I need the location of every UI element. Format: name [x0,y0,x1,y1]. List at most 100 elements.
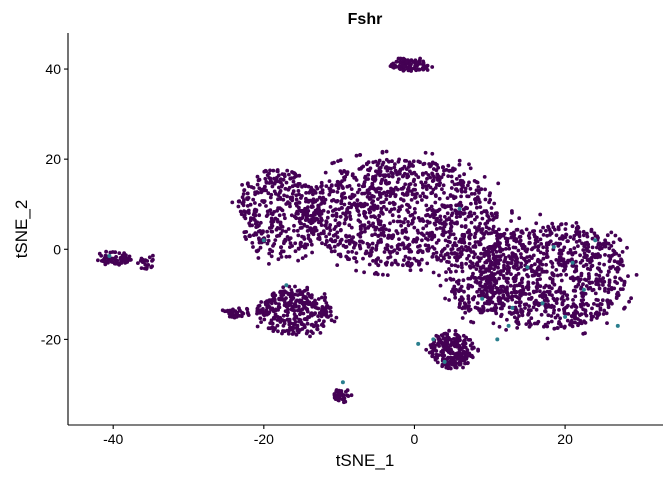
cell-point [422,194,427,199]
cell-point [463,341,468,346]
cell-point [358,153,362,157]
cell-point [348,217,353,222]
cell-point [473,280,478,284]
cell-point [268,168,272,173]
cell-point [374,246,379,251]
cell-point [413,210,417,215]
cell-point [298,328,302,332]
cell-point [535,286,539,291]
cell-point [331,209,335,213]
cell-point [545,336,550,341]
cell-point [463,304,468,309]
cell-point [316,314,320,318]
cell-point [531,281,536,285]
cell-point [257,203,262,207]
cell-point [529,247,534,252]
cell-point [317,318,322,323]
cell-point [453,365,458,370]
cell-point [396,177,401,182]
cell-point [316,306,321,311]
cell-point [446,346,451,350]
cell-point [466,286,471,291]
cell-point [522,291,527,296]
cell-point [368,251,373,256]
cell-point [309,242,314,247]
cell-point [287,172,291,177]
cell-point [448,240,452,245]
cell-point [298,300,302,305]
cell-point [407,249,412,254]
cell-point [281,313,286,318]
cell-point [423,180,428,185]
cell-point [538,289,542,294]
cell-point [517,239,522,244]
cell-point [329,318,334,323]
cell-point [313,199,318,204]
cell-point [448,355,453,360]
cell-point [609,244,614,248]
cell-point [454,211,459,216]
cell-point [514,256,518,260]
cell-point [634,273,639,277]
cell-point [311,192,315,197]
cell-point [385,243,389,247]
cell-point [261,229,265,234]
cell-point [539,242,544,246]
cell-point [324,234,328,239]
cell-point [622,279,627,284]
cell-point [143,258,148,263]
cell-point [315,327,320,332]
cell-point [327,232,332,236]
cell-point [295,323,300,328]
cell-point [490,214,495,218]
cell-point [540,292,545,297]
cell-point [412,216,416,221]
cell-point [356,183,361,188]
cell-point [245,310,250,315]
cell-point [589,227,594,232]
cell-point [550,221,555,226]
cell-point [375,169,380,174]
cell-point [399,223,403,228]
cell-point [435,360,440,365]
cell-point [381,160,386,165]
cell-point [482,301,487,306]
cell-point [579,321,584,326]
cell-point [309,205,314,210]
cell-point [441,172,446,177]
cell-point [421,66,426,71]
cell-point [404,230,409,234]
cell-point [550,280,555,285]
cell-point [556,261,561,265]
cell-point [541,233,546,237]
cell-point [400,174,405,179]
cell-point [490,262,495,267]
cell-point [300,234,304,239]
cell-point [328,205,333,209]
cell-point [300,256,305,260]
cell-point [235,310,240,315]
cell-point [403,217,408,221]
cell-point [321,200,326,204]
cell-point [505,317,509,322]
cell-point [370,181,375,186]
cell-point [492,283,497,287]
cell-point [379,200,383,205]
cell-point [436,178,440,182]
cell-point [110,250,115,254]
cell-point [591,314,595,319]
cell-point [591,287,596,292]
cell-point [617,253,622,258]
cell-point [437,273,441,278]
expressing-cell-point [593,238,598,243]
cell-point [403,254,408,259]
cell-point [619,257,623,262]
cell-point [545,249,549,253]
cell-point [629,296,633,301]
cell-point [389,245,394,249]
cell-point [322,298,327,303]
cell-point [253,192,257,197]
cell-point [531,253,536,258]
cell-point [379,206,384,211]
cell-point [455,220,459,225]
